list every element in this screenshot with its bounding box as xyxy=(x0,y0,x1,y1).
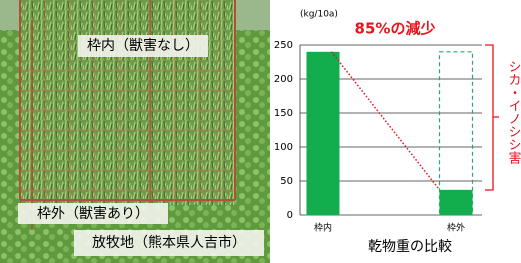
y-tick-label: 250 xyxy=(274,40,293,51)
page: 枠内（獣害なし） 枠外（獣害あり） 放牧地（熊本県人吉市） (kg/10a) 8… xyxy=(0,0,521,263)
bar xyxy=(440,190,473,215)
y-tick-label: 100 xyxy=(274,142,293,153)
x-tick-label: 枠内 xyxy=(314,222,332,234)
y-tick-label: 50 xyxy=(280,176,293,187)
y-tick-label: 0 xyxy=(287,210,293,221)
photo-label: 放牧地（熊本県人吉市） xyxy=(92,234,246,251)
y-tick-label: 150 xyxy=(274,108,293,119)
x-tick-label: 枠外 xyxy=(447,222,465,234)
y-tick-label: 200 xyxy=(274,74,293,85)
photo-label: 枠外（獣害あり） xyxy=(37,206,149,222)
photo: 枠内（獣害なし） 枠外（獣害あり） 放牧地（熊本県人吉市） xyxy=(0,0,270,263)
annotation: シカ・イノシシ害 xyxy=(506,60,521,165)
x-axis-label: 乾物重の比較 xyxy=(368,239,452,255)
y-axis-label: (kg/10a) xyxy=(300,10,338,20)
chart-title: 85%の減少 xyxy=(355,20,436,38)
bar xyxy=(307,52,340,215)
photo-label: 枠内（獣害なし） xyxy=(87,38,199,54)
